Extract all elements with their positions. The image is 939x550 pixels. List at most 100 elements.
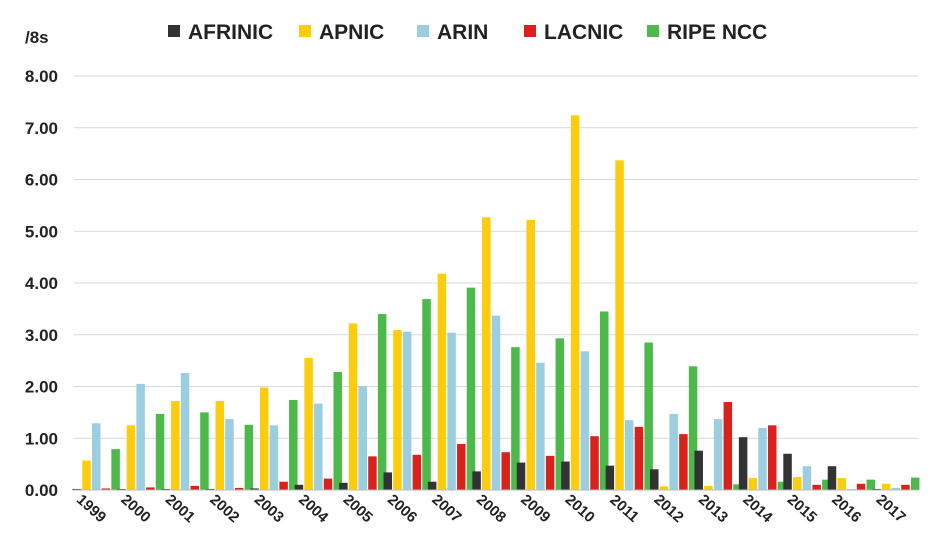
bar-afrinic-2016 [827, 466, 837, 490]
bar-lacnic-1999 [101, 488, 111, 490]
bar-apnic-2013 [704, 485, 713, 490]
bar-arin-2013 [713, 419, 723, 490]
bars [72, 115, 920, 491]
bar-arin-2002 [225, 419, 234, 490]
bar-lacnic-2009 [545, 455, 555, 490]
bar-apnic-2009 [526, 219, 535, 490]
bar-arin-2016 [847, 488, 856, 490]
bar-afrinic-2014 [738, 437, 748, 490]
bar-ripe-ncc-1999 [111, 449, 120, 490]
x-tick-label: 2006 [384, 491, 420, 526]
y-tick-label: 0.00 [25, 481, 58, 500]
x-tick-label: 2014 [739, 491, 776, 526]
bar-afrinic-2003 [250, 488, 259, 490]
x-tick-label: 2005 [340, 491, 376, 526]
legend-label-arin: ARIN [437, 21, 488, 44]
bar-lacnic-2017 [901, 484, 910, 490]
x-tick-label: 2017 [873, 491, 909, 526]
bar-ripe-ncc-2014 [777, 481, 787, 490]
bar-ripe-ncc-2012 [688, 366, 698, 490]
bar-afrinic-2007 [427, 481, 437, 490]
bar-lacnic-2005 [368, 456, 377, 490]
bar-lacnic-2014 [767, 425, 777, 490]
x-tick-label: 2012 [651, 491, 687, 526]
bar-arin-2010 [580, 351, 590, 490]
bar-lacnic-2000 [146, 487, 155, 490]
x-tick-label: 2013 [695, 491, 731, 526]
bar-afrinic-2002 [205, 488, 215, 490]
legend-swatch-apnic [299, 25, 311, 37]
bar-afrinic-2005 [339, 482, 348, 490]
y-tick-label: 1.00 [25, 429, 58, 448]
y-tick-label: 6.00 [25, 171, 58, 190]
bar-lacnic-2013 [723, 402, 733, 490]
x-tick-label: 2003 [251, 491, 287, 526]
bar-apnic-2011 [615, 160, 624, 490]
bar-afrinic-2009 [516, 462, 526, 490]
bar-ripe-ncc-2006 [422, 299, 431, 490]
bar-arin-2006 [402, 331, 412, 490]
bar-ripe-ncc-2003 [289, 399, 298, 490]
bar-afrinic-2012 [650, 469, 659, 490]
bar-apnic-2007 [437, 273, 447, 490]
x-tick-label: 2008 [473, 491, 509, 526]
x-tick-label: 2009 [517, 491, 553, 526]
legend-label-apnic: APNIC [319, 21, 384, 44]
bar-apnic-2003 [259, 387, 269, 490]
y-tick-label: 8.00 [25, 67, 58, 86]
x-tick-label: 2015 [784, 491, 820, 526]
legend-label-afrinic: AFRINIC [188, 21, 273, 44]
bar-ripe-ncc-2007 [466, 287, 476, 490]
y-axis: 0.00 1.00 2.00 3.00 4.00 5.00 6.00 7.00 8.00 [25, 67, 58, 500]
bar-apnic-2000 [126, 425, 136, 490]
bar-arin-2014 [758, 427, 767, 490]
bar-lacnic-2008 [501, 452, 510, 490]
bar-apnic-2015 [793, 477, 802, 490]
x-tick-label: 2002 [206, 491, 242, 526]
bar-apnic-1999 [82, 460, 91, 490]
bar-arin-2005 [358, 385, 367, 490]
legend: AFRINIC APNIC ARIN LACNIC RIPE NCC [168, 21, 767, 44]
bar-arin-2000 [136, 383, 145, 490]
bar-lacnic-2016 [856, 483, 866, 490]
bar-afrinic-2001 [161, 488, 170, 490]
x-tick-label: 2001 [162, 491, 198, 526]
legend-label-lacnic: LACNIC [544, 21, 623, 44]
bar-afrinic-2000 [116, 488, 126, 490]
x-tick-label: 2010 [562, 491, 598, 526]
bar-lacnic-2003 [279, 481, 288, 490]
bar-lacnic-2011 [634, 426, 644, 490]
bar-ripe-ncc-2005 [377, 314, 387, 490]
bar-arin-2009 [536, 362, 545, 490]
y-axis-unit-label: /8s [25, 28, 49, 47]
bar-apnic-2016 [837, 478, 846, 490]
bar-arin-2004 [314, 403, 323, 490]
bar-arin-2011 [625, 420, 634, 490]
legend-swatch-ripe-ncc [647, 25, 659, 37]
legend-swatch-lacnic [524, 25, 536, 37]
bar-ripe-ncc-2001 [200, 412, 209, 491]
bar-apnic-2014 [748, 478, 758, 490]
bar-ripe-ncc-2008 [511, 347, 520, 490]
bar-afrinic-2013 [694, 450, 703, 490]
bar-apnic-2001 [171, 400, 180, 490]
x-tick-label: 2000 [118, 491, 154, 526]
bar-lacnic-2007 [457, 443, 466, 490]
bar-apnic-2002 [215, 400, 225, 490]
bar-arin-2007 [447, 332, 456, 490]
bar-afrinic-2015 [783, 453, 792, 490]
y-tick-label: 3.00 [25, 326, 58, 345]
bar-apnic-2005 [348, 323, 358, 490]
bar-lacnic-2012 [679, 434, 688, 490]
bar-ripe-ncc-2016 [866, 479, 876, 490]
bar-ripe-ncc-2013 [733, 484, 742, 490]
bar-apnic-2017 [881, 483, 891, 490]
x-axis: 1999 2000 2001 2002 2003 2004 2005 2006 2007 2008… [73, 491, 909, 526]
bar-afrinic-2006 [383, 472, 393, 490]
bar-apnic-2006 [393, 330, 402, 490]
bar-lacnic-2010 [590, 436, 599, 490]
bar-arin-2015 [802, 466, 812, 490]
bar-afrinic-2011 [605, 465, 615, 490]
bar-afrinic-2008 [472, 471, 481, 490]
